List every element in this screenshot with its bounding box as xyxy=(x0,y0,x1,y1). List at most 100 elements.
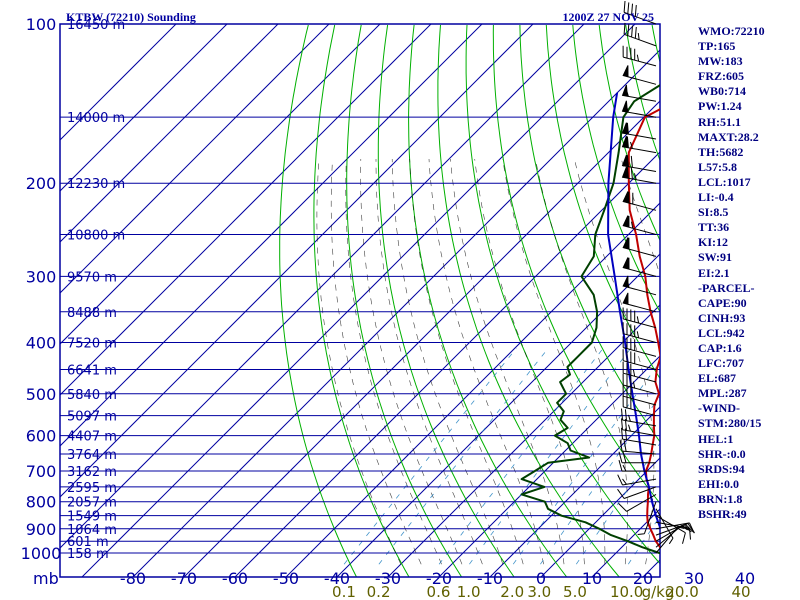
chart-title: KTBW (72210) Sounding xyxy=(66,10,196,24)
isotherm-line xyxy=(132,49,660,577)
mixing-ratio-label: 3.0 xyxy=(527,583,551,600)
wind-barb xyxy=(618,451,656,464)
temperature-label: 10 xyxy=(582,569,602,588)
indices-list: WMO:72210 TP:165 MW:183 FRZ:605 WB0:714 PW:1.… xyxy=(698,24,798,522)
wind-barb xyxy=(621,84,657,102)
mixing-ratio-label: 10.0 xyxy=(610,583,643,600)
isotherm-line xyxy=(183,100,660,577)
height-label: 3162 m xyxy=(67,465,117,480)
index-row: KI:12 xyxy=(698,235,728,250)
index-row: STM:280/15 xyxy=(698,416,762,431)
moist-adiabat-line xyxy=(360,158,463,565)
index-row: MW:183 xyxy=(698,54,743,69)
dry-adiabat-line xyxy=(408,24,568,577)
index-row: WB0:714 xyxy=(698,84,746,99)
isotherm-line xyxy=(60,24,381,345)
isotherm-line xyxy=(60,24,228,192)
temperature-label: 30 xyxy=(684,569,704,588)
moist-adiabat-line xyxy=(502,158,606,565)
wind-barb xyxy=(617,474,657,486)
isotherm-line xyxy=(60,24,483,447)
moist-adiabat-line xyxy=(409,158,524,565)
index-row: CAPE:90 xyxy=(698,295,747,310)
wind-barb xyxy=(621,122,657,140)
wind-barb xyxy=(621,418,657,437)
isotherm-line xyxy=(60,24,177,141)
index-row: LCL:1017 xyxy=(698,174,751,189)
temperature-label: -50 xyxy=(273,569,299,588)
wind-barbs xyxy=(617,0,695,554)
dewpoint-profile xyxy=(520,83,660,555)
mixing-ratio-label: 20.0 xyxy=(665,583,698,600)
pressure-label: 500 xyxy=(26,385,57,404)
isotherm-line xyxy=(60,24,330,294)
mixing-ratio-grid xyxy=(343,347,660,565)
temperature-label: 40 xyxy=(735,569,755,588)
wind-barb xyxy=(655,515,686,544)
temperature-label: 0 xyxy=(536,569,546,588)
mixing-ratio-line xyxy=(512,361,660,565)
pressure-label: 800 xyxy=(26,493,57,512)
temperature-label: -60 xyxy=(222,569,248,588)
moist-adiabat-line xyxy=(450,158,565,565)
isotherm-line xyxy=(387,304,660,577)
height-label: 1064 m xyxy=(67,523,117,538)
wind-barb xyxy=(622,336,657,357)
index-row: TH:5682 xyxy=(698,144,744,159)
height-label: 601 m xyxy=(67,535,109,550)
axis-labels: 0.1 0.2 0.6 1.0 2.0 3.0 5.0 10.0 20.0 40 g/kg 16450… xyxy=(21,15,756,600)
mixing-ratio-line xyxy=(438,347,604,565)
mixing-ratio-unit: g/kg xyxy=(642,583,675,600)
height-label: 5840 m xyxy=(67,388,117,403)
height-label: 8488 m xyxy=(67,306,117,321)
wind-barb xyxy=(622,322,657,343)
moist-adiabat-line xyxy=(316,158,402,565)
height-label: 9570 m xyxy=(67,270,117,285)
wind-barb xyxy=(622,45,657,67)
wind-barb xyxy=(637,501,657,535)
index-row: WMO:72210 xyxy=(698,24,765,38)
index-row: MPL:287 xyxy=(698,386,747,401)
wind-barb xyxy=(623,22,657,47)
wind-barb xyxy=(621,100,657,118)
wind-barb xyxy=(618,459,656,472)
moist-adiabat-line xyxy=(428,158,544,565)
temperature-label: -80 xyxy=(120,569,146,588)
isotherm-line xyxy=(438,355,660,577)
isotherm-line xyxy=(234,151,660,577)
wind-barb xyxy=(621,136,657,154)
index-row: -WIND- xyxy=(698,401,740,416)
index-row: PW:1.24 xyxy=(698,99,742,114)
wind-barb xyxy=(621,166,657,184)
mixing-ratio-line xyxy=(378,347,549,565)
height-label: 12230 m xyxy=(67,177,125,192)
wind-barb xyxy=(623,0,657,25)
index-row: EI:2.1 xyxy=(698,265,730,280)
index-row: CAP:1.6 xyxy=(698,340,742,355)
mixing-ratio-line xyxy=(343,347,517,565)
index-row: FRZ:605 xyxy=(698,69,744,84)
index-row: SI:8.5 xyxy=(698,205,729,220)
wind-barb xyxy=(618,493,657,512)
wind-barb xyxy=(622,65,657,85)
height-label: 3764 m xyxy=(67,448,117,463)
wind-barb xyxy=(619,439,657,455)
index-row: -PARCEL- xyxy=(698,280,755,295)
height-label: 158 m xyxy=(67,547,109,562)
index-row: SHR-:0.0 xyxy=(698,446,746,461)
isobar-grid xyxy=(59,23,661,578)
index-row: HEL:1 xyxy=(698,431,734,446)
height-label: 4407 m xyxy=(67,430,117,445)
wind-barb xyxy=(622,349,657,370)
mixing-ratio-label: 0.1 xyxy=(332,583,356,600)
index-row: MAXT:28.2 xyxy=(698,129,759,144)
height-label: 10800 m xyxy=(67,229,125,244)
wind-barb xyxy=(622,237,657,257)
wind-barb xyxy=(621,408,657,427)
index-row: TP:165 xyxy=(698,39,736,54)
indices-panel: WMO:72210 TP:165 MW:183 FRZ:605 WB0:714 PW:1.… xyxy=(698,24,798,522)
index-row: SRDS:94 xyxy=(698,461,745,476)
isotherm-line xyxy=(60,24,585,549)
moist-adiabat-line xyxy=(345,158,442,565)
index-row: LCL:942 xyxy=(698,325,745,340)
